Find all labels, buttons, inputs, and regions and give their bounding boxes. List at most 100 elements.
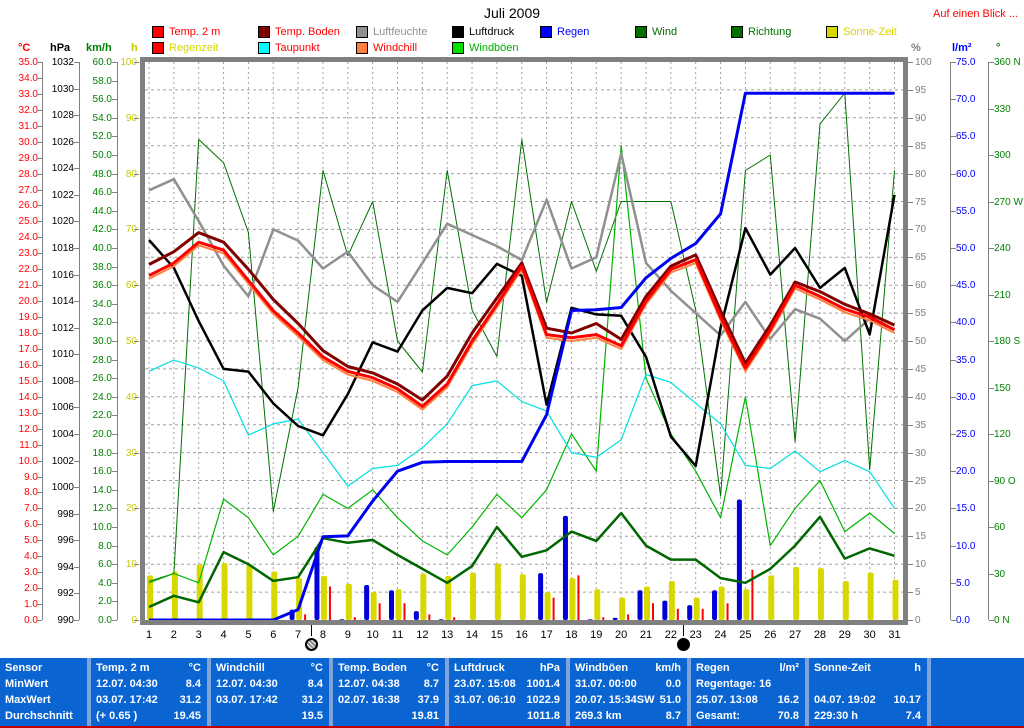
bar-sonne-zeit [196,564,203,620]
axis-tick-mark [908,564,913,566]
axis-tick-mark [112,527,117,528]
axis-tick-mark [951,471,956,473]
axis-tick-label: 0 [0,615,137,626]
bar-regen [538,573,544,620]
table-value-cell: 229:30 h 7.4 [809,709,927,723]
table-cell-right-text: 10.17 [893,694,921,706]
quick-view-link[interactable]: Auf einen Blick ... [933,8,1018,20]
axis-tick-mark [112,248,117,249]
axis-tick-mark [989,294,994,296]
axis-tick-mark [989,248,994,249]
x-axis-day-label: 10 [366,629,379,641]
axis-tick-label: 29.0 [18,152,38,164]
axis-tick-label: 180 S [994,336,1021,347]
axis-tick-mark [134,564,139,566]
table-cell-left-text: Gesamt: [696,710,741,722]
axis-tick-mark [74,115,79,117]
x-axis-day-label: 17 [540,629,553,641]
table-cell-right-text: 1011.8 [526,710,560,722]
axis-tick-mark [37,572,42,574]
axis-tick-label: 0.0 [956,615,970,626]
axis-tick-label: 14.0 [92,484,112,496]
axis-tick-label: 1006 [51,402,74,414]
series-wind [148,511,895,609]
axis-tick-mark [112,378,117,380]
axis-tick-label: 60.0 [92,57,112,68]
table-header-cell: Windchill °C [211,661,329,675]
x-axis-day-label: 16 [515,629,528,641]
bar-regenzeit [726,603,729,620]
axis-tick-mark [37,492,42,494]
axis-tick-label: 42.0 [92,224,112,236]
x-axis-day-label: 6 [270,629,277,641]
axis-tick-mark [112,229,117,231]
axis-tick-label: 35.0 [18,57,38,68]
bar-sonne-zeit [892,579,899,620]
x-axis-day-label: 19 [590,629,603,641]
axis-unit-header: km/h [86,42,112,54]
axis-tick-label: 15.0 [956,503,976,515]
axis-tick-label: 1002 [51,455,74,467]
axis-tick-mark [134,173,139,175]
axis-tick-mark [134,117,139,119]
x-axis-day-label: 28 [813,629,827,641]
legend-swatch-icon [731,26,743,38]
axis-line-° [988,62,989,620]
axis-tick-label: 15 [915,531,927,543]
axis-tick-label: 90 [915,112,927,124]
axis-tick-mark [37,540,42,542]
table-value-cell: 03.07. 17:42 31.2 [91,693,207,707]
axis-tick-label: 38.0 [92,261,112,273]
axis-tick-label: 10.0 [18,455,38,467]
table-cell-left-text: 20.07. 15:34SW [575,694,655,706]
legend-label: Sonne-Zeit [843,26,897,38]
x-axis-day-label: 27 [788,629,802,641]
table-header-cell: Luftdruck hPa [449,661,566,675]
axis-tick-mark [112,471,117,473]
axis-tick-mark [908,257,913,259]
axis-tick-mark [37,333,42,335]
axis-tick-mark [112,210,117,212]
axis-tick-mark [951,173,956,175]
legend-swatch-icon [452,42,464,54]
axis-tick-label: 998 [57,508,74,520]
axis-tick-label: 30 [994,568,1006,580]
legend-label: Temp. 2 m [169,26,221,38]
table-row-label-text: Sensor [5,662,43,674]
axis-unit-header: l/m² [952,42,972,54]
axis-tick-label: 120 [994,429,1011,440]
axis-tick-mark [112,601,117,603]
table-column-luftdruck: Luftdruck hPa 23.07. 15:08 1001.4 31.07. 06:… [449,658,566,726]
axis-tick-label: 75.0 [956,57,976,68]
axis-tick-mark [74,88,79,90]
axis-tick-mark [112,192,117,194]
axis-tick-mark [112,341,117,342]
legend-label: Wind [652,26,678,38]
axis-tick-mark [37,588,42,590]
axis-tick-mark [74,141,79,143]
axis-tick-label: 60 [994,522,1006,533]
axis-tick-label: 75 [915,196,927,208]
table-row-label: Durchschnitt [0,709,87,723]
bar-sonne-zeit [470,572,477,620]
bar-regenzeit [453,617,456,620]
axis-tick-label: 1020 [51,216,74,228]
axis-tick-label: 10.0 [956,540,976,552]
axis-tick-mark [37,141,42,143]
bar-sonne-zeit [246,564,253,620]
bar-regenzeit [577,575,580,620]
table-cell-right-text: 19.81 [411,710,439,722]
table-cell-left-text: Regen [696,662,730,674]
bar-regen [712,590,718,620]
bar-sonne-zeit [817,568,824,620]
legend-item-sonne-zeit: Sonne-Zeit [826,26,897,38]
table-cell-left-text: Temp. Boden [338,662,407,674]
series-taupunkt [148,359,895,509]
axis-tick-label: 5 [915,587,921,599]
axis-tick-label: 300 [994,150,1011,161]
axis-tick-label: 1004 [51,429,74,440]
table-cell-right-text: °C [426,662,439,674]
axis-tick-label: 4.0 [24,551,38,563]
axis-tick-mark [112,117,117,119]
table-cell-left-text: Windböen [575,662,629,674]
